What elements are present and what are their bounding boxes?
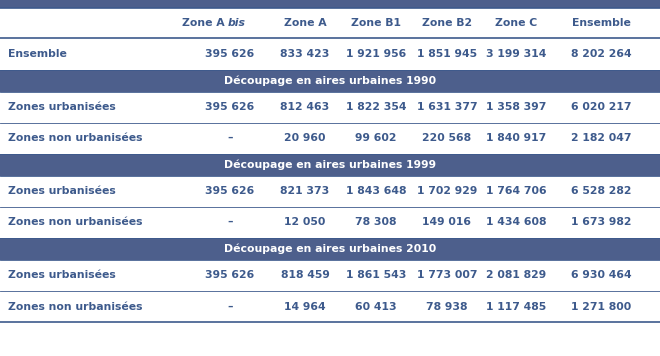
Text: 220 568: 220 568 (422, 133, 471, 143)
Text: 1 840 917: 1 840 917 (486, 133, 546, 143)
Text: 1 358 397: 1 358 397 (486, 102, 546, 112)
Text: 3 199 314: 3 199 314 (486, 49, 546, 59)
Text: Découpage en aires urbaines 1990: Découpage en aires urbaines 1990 (224, 76, 436, 86)
Text: 8 202 264: 8 202 264 (571, 49, 632, 59)
Text: 833 423: 833 423 (280, 49, 330, 59)
Bar (0, 0, 660, 8)
Text: 14 964: 14 964 (284, 302, 326, 312)
Text: 1 822 354: 1 822 354 (346, 102, 407, 112)
Text: 818 459: 818 459 (280, 270, 329, 280)
Bar (0, 154, 660, 176)
Text: 395 626: 395 626 (205, 186, 255, 196)
Text: Zone B2: Zone B2 (422, 18, 472, 28)
Text: –: – (227, 302, 233, 312)
Text: 78 308: 78 308 (355, 217, 397, 227)
Text: 1 851 945: 1 851 945 (417, 49, 477, 59)
Text: 2 182 047: 2 182 047 (571, 133, 631, 143)
Text: 1 271 800: 1 271 800 (571, 302, 631, 312)
Text: 1 434 608: 1 434 608 (486, 217, 546, 227)
Text: Zone A: Zone A (284, 18, 326, 28)
Text: 1 117 485: 1 117 485 (486, 302, 546, 312)
Text: Zone B1: Zone B1 (351, 18, 401, 28)
Text: 6 930 464: 6 930 464 (571, 270, 632, 280)
Text: 20 960: 20 960 (284, 133, 326, 143)
Text: 1 631 377: 1 631 377 (416, 102, 477, 112)
Text: 395 626: 395 626 (205, 49, 255, 59)
Text: 149 016: 149 016 (422, 217, 471, 227)
Text: 812 463: 812 463 (280, 102, 329, 112)
Text: Ensemble: Ensemble (8, 49, 67, 59)
Text: 2 081 829: 2 081 829 (486, 270, 546, 280)
Text: 60 413: 60 413 (355, 302, 397, 312)
Text: 1 861 543: 1 861 543 (346, 270, 406, 280)
Text: 1 843 648: 1 843 648 (346, 186, 407, 196)
Text: Découpage en aires urbaines 2010: Découpage en aires urbaines 2010 (224, 244, 436, 254)
Text: Zones urbanisées: Zones urbanisées (8, 270, 115, 280)
Text: 6 528 282: 6 528 282 (571, 186, 631, 196)
Text: 395 626: 395 626 (205, 102, 255, 112)
Text: bis: bis (228, 18, 246, 28)
Text: Zones urbanisées: Zones urbanisées (8, 102, 115, 112)
Bar (0, 0, 660, 8)
Text: 99 602: 99 602 (355, 133, 397, 143)
Text: 395 626: 395 626 (205, 270, 255, 280)
Text: Zone C: Zone C (495, 18, 537, 28)
Text: Zones urbanisées: Zones urbanisées (8, 186, 115, 196)
Text: 1 773 007: 1 773 007 (416, 270, 477, 280)
Text: 1 921 956: 1 921 956 (346, 49, 406, 59)
Text: Zone A: Zone A (182, 18, 228, 28)
Bar (0, 70, 660, 92)
Text: Ensemble: Ensemble (572, 18, 630, 28)
Text: 821 373: 821 373 (280, 186, 329, 196)
Text: Zones non urbanisées: Zones non urbanisées (8, 302, 143, 312)
Text: –: – (227, 133, 233, 143)
Text: 12 050: 12 050 (284, 217, 325, 227)
Text: 6 020 217: 6 020 217 (571, 102, 631, 112)
Text: 1 702 929: 1 702 929 (417, 186, 477, 196)
Text: Découpage en aires urbaines 1999: Découpage en aires urbaines 1999 (224, 160, 436, 170)
Text: –: – (227, 217, 233, 227)
Text: Zones non urbanisées: Zones non urbanisées (8, 217, 143, 227)
Text: 1 673 982: 1 673 982 (571, 217, 631, 227)
Text: 78 938: 78 938 (426, 302, 468, 312)
Text: 1 764 706: 1 764 706 (486, 186, 546, 196)
Bar (0, 238, 660, 260)
Text: Zones non urbanisées: Zones non urbanisées (8, 133, 143, 143)
